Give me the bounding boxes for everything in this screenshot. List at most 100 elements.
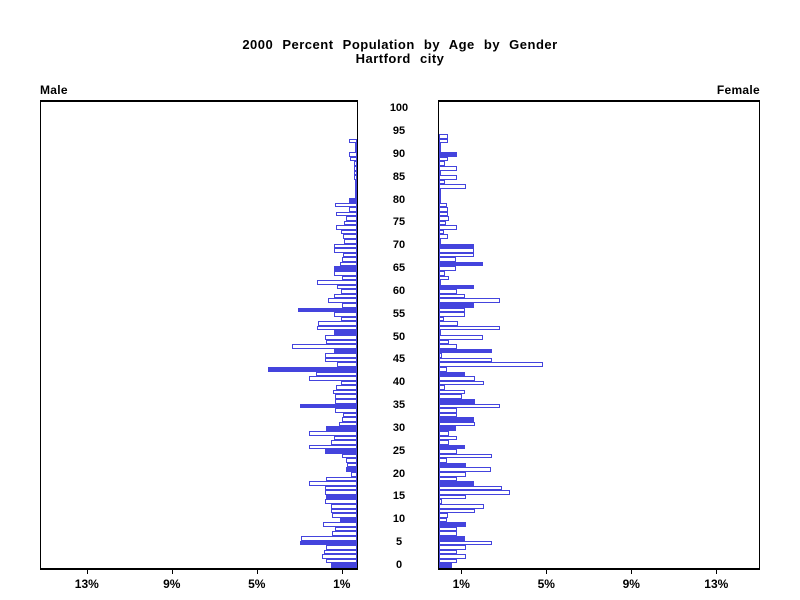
female-bar-age-4 [439,545,466,550]
age-label-60: 60 [392,284,406,297]
female-bar-age-13 [439,504,485,509]
male-bar-age-85 [354,175,357,180]
male-bar-age-17 [325,485,357,491]
male-bar-age-93 [348,138,357,144]
female-tick-5pct [546,570,548,574]
male-bar-age-76 [345,216,357,221]
female-bar-age-83 [439,184,467,189]
male-bar-age-82 [354,188,357,194]
age-label-20: 20 [392,467,406,480]
male-bar-age-29 [308,430,357,436]
female-bar-age-93 [439,138,449,144]
female-bar-age-65 [439,266,457,272]
female-bar-age-24 [439,453,493,459]
age-label-15: 15 [392,490,406,503]
male-bar-age-47 [333,348,357,354]
female-bar-age-88 [439,161,445,166]
male-bar-age-52 [316,325,357,331]
female-bar-age-43 [439,366,448,372]
female-bar-age-3 [439,549,458,555]
male-bar-age-33 [343,412,357,418]
female-bar-age-56 [439,307,465,313]
male-pct-label-9: 9% [163,577,181,591]
male-bars-area [41,102,357,568]
male-tick-1pct [341,570,343,574]
male-bar-age-70 [333,243,357,249]
male-bar-age-40 [340,380,357,386]
male-bar-age-14 [325,499,357,505]
age-axis: 0 5 10 15 20 25 30 35 40 45 50 55 60 65 70 75 80 85 90 95 10… [359,100,438,571]
female-bar-age-57 [439,303,475,308]
female-bar-age-73 [439,229,444,235]
age-label-80: 80 [392,193,406,206]
female-bar-age-71 [439,239,442,244]
male-bar-age-28 [334,435,357,441]
age-label-65: 65 [392,262,406,275]
female-bar-age-77 [439,211,449,217]
female-bar-age-6 [439,536,466,541]
male-tick-9pct [171,570,173,574]
female-bar-age-42 [439,371,466,377]
female-bar-age-38 [439,389,465,395]
female-bar-age-45 [439,357,493,363]
male-bar-age-21 [346,467,357,473]
male-pct-label-13: 13% [74,577,99,591]
female-bar-age-25 [439,449,458,454]
age-label-10: 10 [392,513,406,526]
female-bar-age-75 [439,220,446,226]
female-bar-age-12 [439,508,476,514]
female-bar-age-26 [439,444,466,450]
male-bar-age-57 [341,303,357,308]
female-bar-age-79 [439,202,448,208]
male-bar-age-5 [299,540,357,546]
female-bar-age-29 [439,430,449,436]
age-label-30: 30 [392,421,406,434]
female-bar-age-74 [439,225,458,230]
age-label-75: 75 [392,216,406,229]
female-bar-age-66 [439,261,484,267]
male-bar-age-74 [335,225,357,230]
male-bar-age-53 [317,321,357,326]
female-bar-age-18 [439,481,475,486]
age-label-0: 0 [395,559,403,571]
female-bar-age-54 [439,316,444,322]
female-bar-age-8 [439,526,458,532]
female-bar-age-70 [439,243,475,249]
male-bar-age-4 [326,545,357,550]
female-bar-age-23 [439,458,448,463]
female-bar-age-16 [439,490,510,495]
male-bar-age-18 [308,481,357,486]
male-bar-age-58 [327,298,357,303]
chart-title: 2000 Percent Population by Age by Gender [242,37,558,52]
female-pct-label-1: 1% [452,577,470,591]
female-bar-age-9 [439,522,466,527]
male-bar-age-9 [323,522,357,527]
female-bar-age-41 [439,376,476,381]
male-bar-age-3 [324,549,357,555]
male-bar-age-78 [349,207,357,212]
male-bar-age-81 [354,193,357,198]
male-bar-age-20 [350,472,357,477]
male-bar-age-64 [334,271,357,276]
male-bar-age-15 [325,494,357,500]
female-bar-age-72 [439,234,449,240]
male-bar-age-84 [354,179,357,185]
male-bar-age-63 [342,275,357,281]
female-bar-age-34 [439,408,458,413]
female-bar-age-19 [439,476,458,482]
female-bar-age-17 [439,485,502,491]
female-bar-age-37 [439,394,462,399]
male-bar-age-2 [321,554,357,559]
female-bar-age-7 [439,531,458,536]
male-bar-age-42 [315,371,357,377]
male-bar-age-43 [267,366,357,372]
female-bar-age-51 [439,330,442,335]
female-bar-age-46 [439,353,443,358]
male-pct-label-1: 1% [333,577,351,591]
female-bar-age-76 [439,216,449,221]
age-label-25: 25 [392,444,406,457]
female-bar-age-2 [439,554,466,559]
female-bar-age-61 [439,284,475,290]
female-bar-age-11 [439,513,449,518]
